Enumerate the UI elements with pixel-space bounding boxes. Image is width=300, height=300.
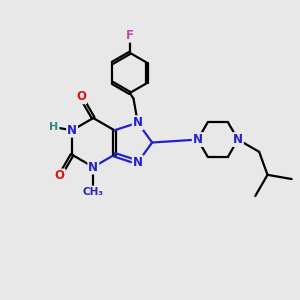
Text: O: O bbox=[76, 90, 86, 103]
Text: CH₃: CH₃ bbox=[83, 187, 104, 196]
Text: N: N bbox=[233, 133, 243, 146]
Text: N: N bbox=[67, 124, 77, 137]
Text: N: N bbox=[133, 156, 143, 169]
Text: H: H bbox=[49, 122, 58, 132]
Text: O: O bbox=[55, 169, 65, 182]
Text: N: N bbox=[133, 116, 143, 129]
Text: N: N bbox=[193, 133, 203, 146]
Text: F: F bbox=[126, 29, 134, 42]
Text: N: N bbox=[88, 160, 98, 173]
